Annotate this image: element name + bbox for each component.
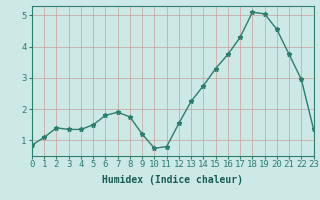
X-axis label: Humidex (Indice chaleur): Humidex (Indice chaleur) [102,175,243,185]
